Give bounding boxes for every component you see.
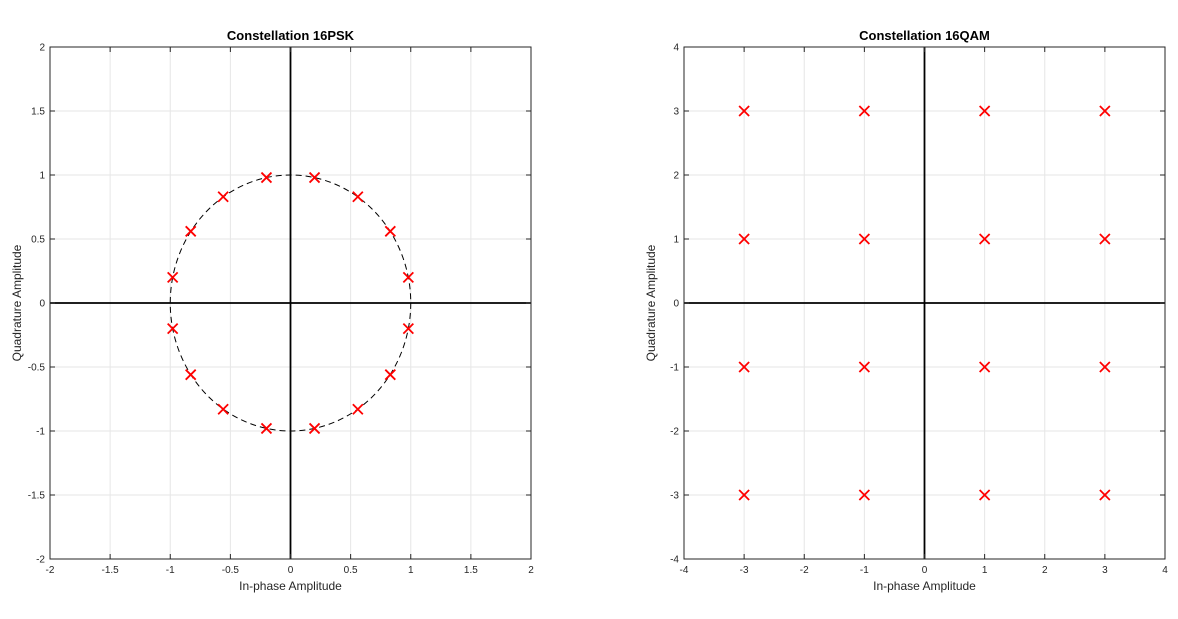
y-tick-label: 0 xyxy=(39,299,45,310)
x-tick-label: -0.5 xyxy=(222,565,240,576)
y-tick-label: 2 xyxy=(39,43,45,54)
x-tick-label: 2 xyxy=(1042,565,1048,576)
data-point xyxy=(352,403,364,415)
x-axis-label: In-phase Amplitude xyxy=(873,579,976,593)
data-point xyxy=(738,489,750,501)
x-tick-label: -3 xyxy=(740,565,749,576)
data-point xyxy=(858,233,871,245)
x-tick-label: 1 xyxy=(408,565,414,576)
y-tick-label: -1 xyxy=(36,427,45,438)
data-point xyxy=(1099,105,1111,117)
y-tick-label: 1 xyxy=(673,235,679,246)
data-point xyxy=(858,105,871,117)
y-tick-label: -3 xyxy=(670,491,679,502)
data-point xyxy=(1099,489,1111,501)
x-tick-label: 2 xyxy=(528,565,534,576)
x-tick-label: 1 xyxy=(982,565,988,576)
y-tick-label: -1.5 xyxy=(28,491,46,502)
x-axis-label: In-phase Amplitude xyxy=(239,579,342,593)
data-point xyxy=(858,361,871,373)
data-point xyxy=(260,171,273,184)
y-tick-label: -2 xyxy=(36,555,45,566)
data-point xyxy=(402,322,414,335)
data-point xyxy=(978,489,991,501)
y-tick-label: -4 xyxy=(670,555,679,566)
x-tick-label: -2 xyxy=(800,565,809,576)
y-tick-label: 4 xyxy=(673,43,679,54)
x-tick-label: -1.5 xyxy=(102,565,120,576)
y-tick-label: 1.5 xyxy=(31,107,45,118)
y-tick-label: -0.5 xyxy=(28,363,46,374)
x-tick-label: 4 xyxy=(1162,565,1168,576)
data-point xyxy=(167,322,179,335)
chart-1: -2 -1.5 -1 -0.5 0 0.5 1 1.5 2 -2 -1.5 -1 -0.5 0 0.5 1 1.… xyxy=(10,28,534,593)
data-point xyxy=(217,191,229,203)
y-axis-label: Quadrature Amplitude xyxy=(644,244,658,361)
data-point xyxy=(402,271,414,284)
y-tick-label: 0 xyxy=(673,299,679,310)
chart-title: Constellation 16PSK xyxy=(227,28,355,43)
data-point xyxy=(978,105,991,117)
data-point xyxy=(185,225,197,237)
y-tick-label: 1 xyxy=(39,171,45,182)
data-point xyxy=(308,422,321,435)
x-tick-label: -2 xyxy=(46,565,55,576)
x-tick-label: 3 xyxy=(1102,565,1108,576)
data-point xyxy=(1099,361,1111,373)
y-tick-label: 2 xyxy=(673,171,679,182)
data-point xyxy=(352,191,364,203)
data-point xyxy=(167,271,179,284)
data-point xyxy=(1099,233,1111,245)
data-point xyxy=(308,171,321,184)
data-point xyxy=(384,225,396,237)
y-tick-label: 3 xyxy=(673,107,679,118)
data-point xyxy=(738,361,750,373)
data-point xyxy=(185,369,197,381)
x-tick-label: -4 xyxy=(680,565,689,576)
y-axis-label: Quadrature Amplitude xyxy=(10,244,24,361)
chart-2: -4 -3 -2 -1 0 1 2 3 4 -4 -3 -2 -1 0 1 2 3 4 Constellation … xyxy=(644,28,1168,593)
y-tick-label: -2 xyxy=(670,427,679,438)
x-tick-label: 0.5 xyxy=(344,565,358,576)
data-point xyxy=(217,403,229,415)
data-point xyxy=(858,489,871,501)
y-tick-label: -1 xyxy=(670,363,679,374)
data-point xyxy=(978,233,991,245)
x-tick-label: -1 xyxy=(860,565,869,576)
data-point xyxy=(384,369,396,381)
y-tick-label: 0.5 xyxy=(31,235,45,246)
data-point xyxy=(738,105,750,117)
data-point xyxy=(260,422,273,435)
x-tick-label: 0 xyxy=(288,565,294,576)
data-point xyxy=(978,361,991,373)
data-point xyxy=(738,233,750,245)
chart-title: Constellation 16QAM xyxy=(859,28,990,43)
x-tick-label: 0 xyxy=(922,565,928,576)
x-tick-label: -1 xyxy=(166,565,175,576)
x-tick-label: 1.5 xyxy=(464,565,478,576)
